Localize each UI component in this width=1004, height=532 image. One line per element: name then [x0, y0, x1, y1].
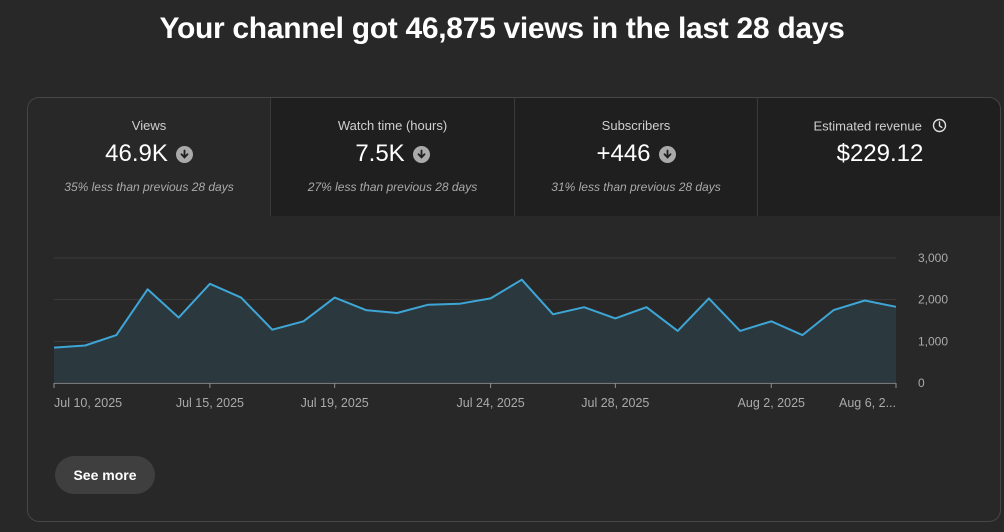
x-tick-label: Aug 6, 2...	[839, 396, 896, 410]
tab-value: $229.12	[836, 140, 924, 167]
analytics-card: Views 46.9K 35% less than previous 28 da…	[27, 97, 1001, 522]
x-tick-label: Jul 24, 2025	[457, 396, 525, 410]
y-tick-label: 2,000	[918, 293, 948, 307]
tab-label-row: Estimated revenue	[758, 118, 1000, 136]
see-more-button[interactable]: See more	[55, 456, 155, 494]
tab-label: Watch time (hours)	[337, 118, 448, 133]
tab-value-row: $229.12	[758, 140, 1000, 168]
y-tick-label: 3,000	[918, 251, 948, 265]
tab-value: 7.5K	[355, 140, 405, 167]
tab-views[interactable]: Views 46.9K 35% less than previous 28 da…	[28, 98, 271, 216]
views-chart: 0 1,000 2,000 3,000 Jul 10, 2025 Jul 15, 202…	[53, 251, 948, 410]
x-tick-label: Jul 10, 2025	[54, 396, 122, 410]
tab-label: Estimated revenue	[813, 118, 922, 134]
arrow-down-circle-icon	[175, 145, 193, 163]
tab-comparison: 35% less than previous 28 days	[64, 180, 234, 194]
arrow-down-circle-icon	[658, 145, 676, 163]
tab-label: Subscribers	[601, 118, 671, 133]
x-axis-ticks: Jul 10, 2025 Jul 15, 2025 Jul 19, 2025 Jul …	[53, 383, 897, 410]
clock-icon[interactable]	[932, 118, 947, 136]
tab-comparison: 31% less than previous 28 days	[551, 180, 721, 194]
y-tick-label: 1,000	[918, 334, 948, 348]
metric-tabs: Views 46.9K 35% less than previous 28 da…	[28, 98, 1000, 216]
chart-line	[53, 278, 897, 349]
tab-value: +446	[596, 140, 651, 167]
tab-value: 46.9K	[105, 140, 168, 167]
y-tick-label: 0	[918, 376, 925, 390]
x-tick-label: Jul 19, 2025	[301, 396, 369, 410]
tab-watch-time[interactable]: Watch time (hours) 7.5K 27% less than pr…	[271, 98, 515, 216]
x-tick-label: Aug 2, 2025	[738, 396, 805, 410]
arrow-down-circle-icon	[412, 145, 430, 163]
tab-estimated-revenue[interactable]: Estimated revenue $229.12	[758, 98, 1000, 216]
x-tick-label: Jul 28, 2025	[581, 396, 649, 410]
tab-label: Views	[131, 118, 167, 133]
tab-comparison: 27% less than previous 28 days	[307, 180, 478, 194]
page-title: Your channel got 46,875 views in the las…	[159, 12, 845, 45]
tab-subscribers[interactable]: Subscribers +446 31% less than previous …	[515, 98, 758, 216]
tab-value-row: 7.5K	[271, 140, 514, 168]
chart-area	[54, 279, 896, 383]
y-axis-ticks: 0 1,000 2,000 3,000	[918, 251, 948, 390]
tab-value-row: 46.9K	[28, 140, 270, 168]
x-tick-label: Jul 15, 2025	[176, 396, 244, 410]
tab-value-row: +446	[515, 140, 757, 168]
